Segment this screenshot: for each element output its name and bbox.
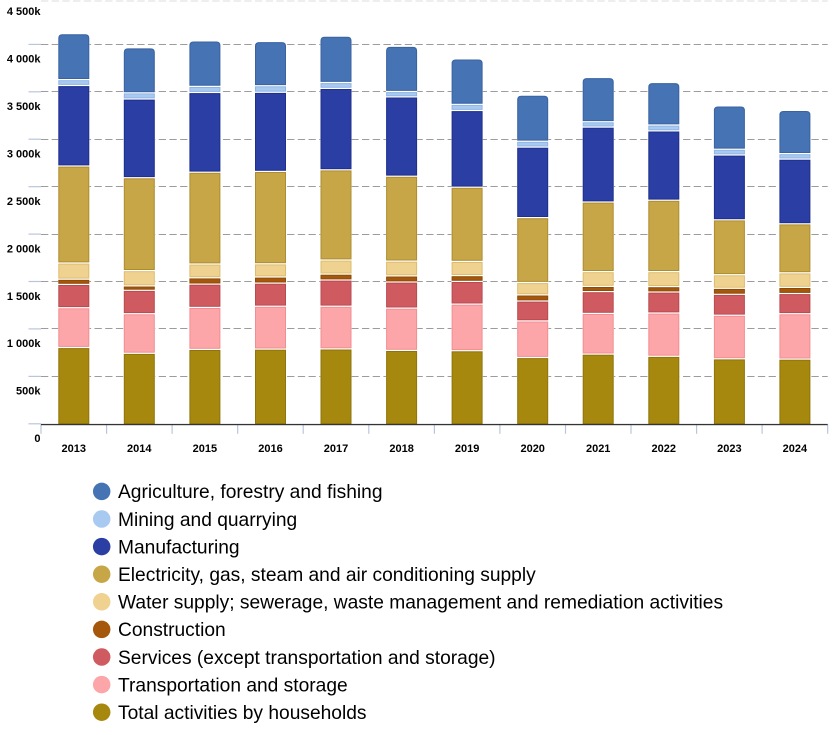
svg-text:Total activities by households: Total activities by households	[118, 703, 367, 724]
svg-text:Water supply; sewerage, waste: Water supply; sewerage, waste management…	[118, 593, 723, 614]
svg-text:2016: 2016	[258, 443, 282, 455]
svg-text:1 500k: 1 500k	[7, 291, 42, 303]
svg-text:Mining and quarrying: Mining and quarrying	[118, 510, 297, 531]
svg-text:2013: 2013	[62, 443, 86, 455]
svg-text:3 000k: 3 000k	[7, 149, 42, 161]
svg-text:2021: 2021	[586, 443, 610, 455]
svg-text:500k: 500k	[16, 386, 41, 398]
svg-text:3 500k: 3 500k	[7, 101, 42, 113]
svg-text:2018: 2018	[389, 443, 413, 455]
svg-text:2 000k: 2 000k	[7, 243, 42, 255]
svg-text:2020: 2020	[520, 443, 544, 455]
svg-text:2 500k: 2 500k	[7, 196, 42, 208]
svg-text:Electricity, gas, steam and ai: Electricity, gas, steam and air conditio…	[118, 565, 536, 586]
svg-text:Agriculture, forestry and fish: Agriculture, forestry and fishing	[118, 482, 382, 503]
svg-text:Transportation and storage: Transportation and storage	[118, 675, 348, 696]
svg-text:2024: 2024	[783, 443, 808, 455]
svg-text:4 500k: 4 500k	[7, 6, 42, 18]
svg-text:2014: 2014	[127, 443, 152, 455]
svg-text:4 000k: 4 000k	[7, 54, 42, 66]
svg-text:0: 0	[34, 433, 40, 445]
svg-text:Manufacturing: Manufacturing	[118, 537, 240, 558]
svg-text:2015: 2015	[193, 443, 217, 455]
svg-text:Construction: Construction	[118, 620, 226, 641]
svg-text:2017: 2017	[324, 443, 348, 455]
svg-text:1 000k: 1 000k	[7, 338, 42, 350]
svg-text:2023: 2023	[717, 443, 741, 455]
svg-text:Services (except transportatio: Services (except transportation and stor…	[118, 648, 496, 669]
svg-text:2019: 2019	[455, 443, 479, 455]
svg-text:2022: 2022	[652, 443, 676, 455]
